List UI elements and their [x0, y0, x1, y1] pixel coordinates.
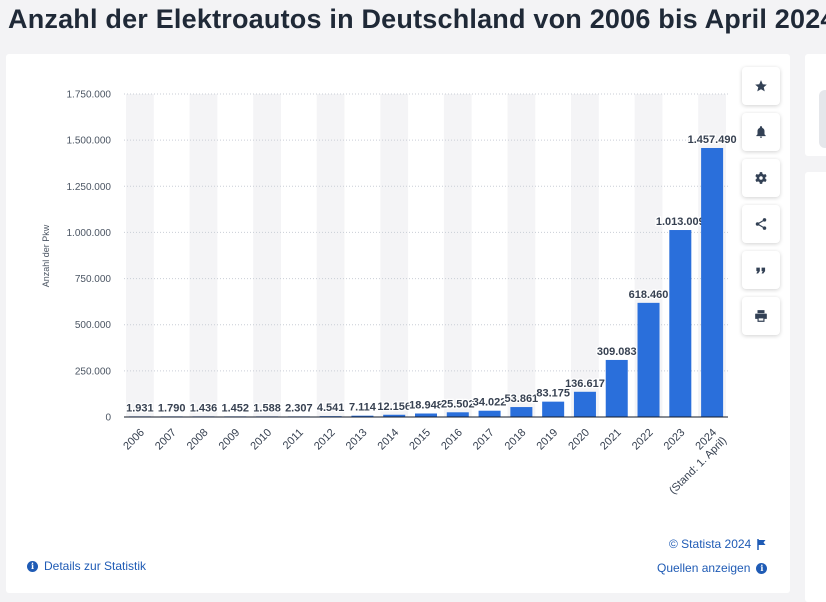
copyright-text: © Statista 2024 [669, 537, 752, 551]
x-tick-label: 2019 [534, 427, 560, 453]
settings-button[interactable] [742, 159, 780, 197]
column-background [253, 94, 281, 417]
data-label: 1.588 [253, 403, 281, 415]
data-label: 1.457.490 [688, 134, 737, 146]
bell-icon [756, 126, 766, 138]
x-tick-label: 2008 [185, 427, 211, 453]
side-panel [805, 54, 826, 156]
x-tick-label: 2020 [566, 427, 592, 453]
details-link[interactable]: i Details zur Statistik [27, 559, 146, 573]
bar [573, 391, 596, 417]
y-tick-label: 1.750.000 [67, 90, 112, 101]
x-tick-label: 2023 [662, 427, 688, 453]
x-tick-label: 2011 [281, 427, 306, 452]
data-label: 1.013.009 [656, 216, 705, 228]
x-tick-label: 2016 [439, 427, 465, 453]
sources-link[interactable]: Quellen anzeigen i [657, 561, 768, 575]
x-tick-label: 2013 [344, 427, 370, 453]
printer-icon [755, 310, 767, 322]
data-label: 309.083 [597, 346, 637, 358]
x-tick-label: 2022 [630, 427, 656, 453]
data-label: 7.114 [349, 402, 377, 414]
share-icon [755, 218, 767, 230]
info-icon: i [756, 562, 768, 574]
bar [637, 302, 660, 417]
column-background [316, 94, 345, 417]
notification-button[interactable] [742, 113, 780, 151]
bar [605, 359, 628, 417]
gear-icon [755, 172, 767, 184]
bar [415, 413, 437, 417]
details-link-label: Details zur Statistik [44, 559, 147, 573]
column-background [126, 94, 154, 417]
data-label: 4.541 [317, 402, 345, 414]
bar [510, 407, 533, 417]
side-panel-lower [805, 172, 826, 602]
bar [701, 147, 724, 417]
data-label: 618.460 [629, 289, 669, 301]
favorite-button[interactable] [742, 67, 780, 105]
quote-icon [756, 267, 766, 274]
star-icon [755, 80, 767, 92]
x-tick-label: 2014 [376, 427, 402, 453]
copyright-notice[interactable]: © Statista 2024 [669, 537, 767, 551]
y-tick-label: 1.000.000 [67, 228, 112, 239]
side-panel-handle[interactable] [819, 90, 826, 148]
bar [669, 230, 692, 417]
column-background [380, 94, 409, 417]
share-button[interactable] [742, 205, 780, 243]
x-tick-label: 2010 [248, 427, 274, 453]
column-background [443, 94, 472, 417]
data-label: 1.452 [221, 403, 249, 415]
print-button[interactable] [742, 297, 780, 335]
data-label: 53.861 [505, 393, 539, 405]
data-label: 136.617 [565, 378, 605, 390]
flag-icon [757, 538, 766, 550]
x-tick-label: 2021 [598, 427, 624, 453]
y-tick-label: 500.000 [75, 320, 112, 331]
sources-link-label: Quellen anzeigen [657, 561, 751, 575]
bar [542, 401, 565, 417]
bar [383, 414, 406, 417]
data-label: 1.790 [158, 403, 186, 415]
info-icon: i [27, 560, 38, 572]
x-tick-label: 2012 [312, 427, 338, 453]
data-label: 34.022 [473, 397, 507, 409]
data-label: 1.931 [126, 403, 154, 415]
y-tick-label: 0 [105, 413, 111, 424]
data-label: 1.436 [190, 403, 218, 415]
y-tick-label: 750.000 [75, 274, 112, 285]
y-axis-label: Anzahl der Pkw [41, 224, 51, 287]
data-label: 2.307 [285, 403, 313, 415]
chart-toolbar [742, 67, 780, 343]
x-tick-label: 2007 [153, 427, 179, 453]
bar [351, 415, 374, 417]
bar [478, 410, 501, 417]
bar [446, 412, 469, 417]
x-tick-label: 2017 [471, 427, 497, 453]
y-tick-label: 1.250.000 [67, 182, 112, 193]
data-label: 18.948 [409, 400, 443, 412]
data-label: 83.175 [536, 388, 570, 400]
x-tick-label: 2006 [121, 427, 147, 453]
y-tick-label: 1.500.000 [67, 136, 112, 147]
x-tick-label: 2009 [217, 427, 243, 453]
x-tick-label: 2015 [407, 427, 433, 453]
column-background [571, 94, 599, 417]
column-background [189, 94, 218, 417]
y-tick-label: 250.000 [75, 366, 112, 377]
page-title: Anzahl der Elektroautos in Deutschland v… [8, 4, 826, 34]
data-label: 12.156 [377, 401, 411, 413]
column-background [507, 94, 536, 417]
x-tick-label: 2018 [503, 427, 529, 453]
cite-button[interactable] [742, 251, 780, 289]
data-label: 25.502 [441, 398, 475, 410]
